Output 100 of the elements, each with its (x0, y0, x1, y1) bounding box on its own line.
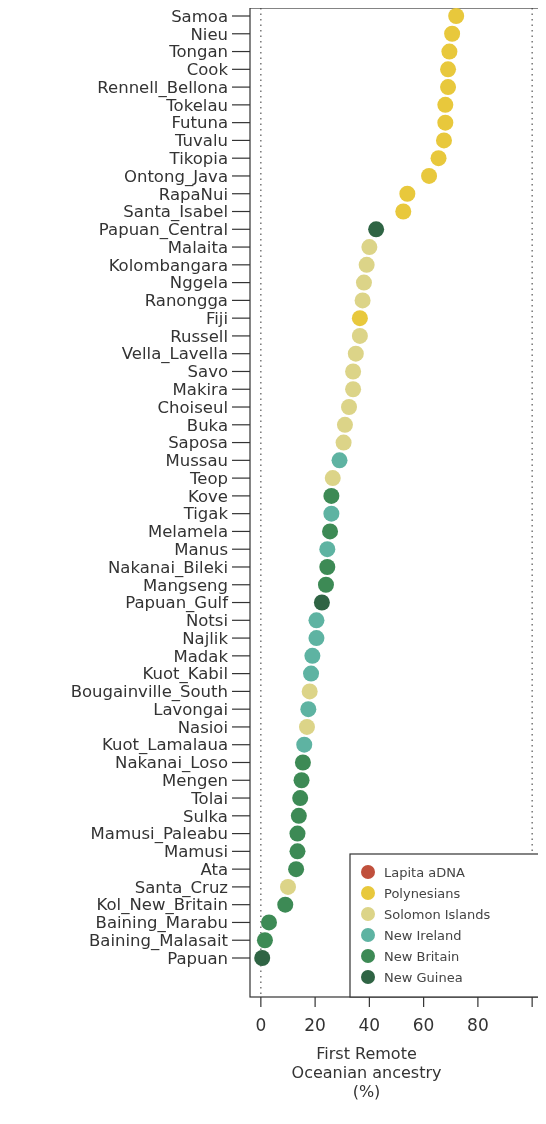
legend-label: Lapita aDNA (384, 864, 465, 880)
point (440, 79, 457, 96)
point (254, 950, 271, 966)
y-tick-label: Santa_Isabel (123, 202, 228, 223)
y-tick-label: Santa_Cruz (134, 877, 228, 898)
point (256, 932, 273, 949)
y-tick-label: Tolai (190, 788, 228, 808)
legend-label: New Guinea (384, 969, 463, 985)
y-tick-label: Mamusi (163, 842, 228, 862)
point (437, 96, 454, 113)
point (341, 399, 358, 415)
point (296, 736, 313, 753)
point (303, 665, 320, 682)
point (277, 896, 294, 913)
y-tick-label: Tokelau (165, 95, 228, 115)
y-tick-label: Buka (186, 415, 228, 435)
y-tick-label: Mangseng (143, 575, 228, 595)
legend-label: New Ireland (384, 927, 462, 943)
point (322, 523, 339, 540)
point (289, 825, 306, 842)
point (319, 559, 336, 575)
point (395, 203, 412, 220)
point (448, 8, 465, 24)
point (444, 25, 461, 42)
point (345, 381, 362, 398)
y-tick-label: Papuan (167, 948, 228, 968)
y-tick-label: Tikopia (168, 148, 228, 168)
y-tick-label: Kuot_Kabil (142, 664, 228, 685)
x-tick-label: 0 (255, 1015, 267, 1035)
y-tick-label: Sulka (183, 806, 228, 826)
y-tick-label: Manus (174, 539, 228, 559)
point (300, 701, 317, 718)
point (308, 612, 325, 629)
y-tick-label: Tigak (182, 504, 229, 524)
y-tick-label: Teop (189, 468, 228, 488)
point (361, 239, 378, 256)
point (345, 363, 362, 380)
point (430, 150, 447, 167)
y-tick-label: Kuot_Lamalaua (101, 735, 228, 756)
point (399, 185, 416, 202)
y-tick-label: Mengen (162, 771, 228, 791)
y-tick-label: Papuan_Gulf (125, 593, 230, 614)
y-tick-label: Rennell_Bellona (97, 77, 228, 98)
y-tick-label: Cook (186, 60, 229, 80)
point (351, 310, 368, 327)
point (279, 878, 296, 895)
x-tick-label: 20 (304, 1015, 326, 1035)
y-tick-label: Madak (173, 646, 229, 666)
point (323, 505, 340, 522)
y-tick-label: Futuna (171, 113, 228, 133)
y-tick-label: Tuvalu (174, 131, 228, 151)
point (351, 327, 368, 344)
point (324, 470, 341, 487)
x-tick-label: 40 (358, 1015, 381, 1035)
point (355, 274, 372, 291)
y-tick-label: Baining_Marabu (95, 913, 228, 934)
y-tick-label: Nggela (169, 273, 228, 293)
point (289, 843, 306, 860)
point (435, 132, 452, 149)
x-tick-label: 80 (467, 1015, 489, 1035)
point (421, 167, 438, 184)
y-tick-label: Samoa (171, 6, 228, 26)
y-tick-label: Vella_Lavella (121, 344, 228, 365)
point (354, 292, 371, 309)
y-tick-label: Kol_New_Britain (96, 895, 228, 916)
point (294, 754, 311, 771)
y-tick-label: Mussau (165, 451, 228, 471)
y-tick-label: Kolombangara (108, 255, 228, 275)
y-tick-label: Russell (170, 326, 228, 346)
point (437, 114, 454, 131)
x-tick-label: 60 (412, 1015, 435, 1035)
y-tick-label: Kove (187, 486, 228, 506)
x-axis-title: First Remote Oceanian ancestry (%) (291, 1044, 442, 1101)
legend-label: Polynesians (384, 885, 461, 901)
point (440, 61, 457, 78)
y-tick-label: Choiseul (157, 397, 228, 417)
y-tick-label: Ontong_Java (123, 166, 228, 187)
point (308, 630, 325, 647)
point (290, 807, 307, 824)
point (358, 256, 375, 273)
point (288, 861, 305, 878)
point (335, 434, 352, 451)
point (293, 772, 310, 789)
y-tick-label: Saposa (168, 433, 228, 453)
y-tick-label: Ranongga (144, 291, 228, 311)
y-tick-label: Baining_Malasait (88, 931, 229, 951)
point (323, 487, 340, 504)
y-tick-label: Savo (187, 362, 228, 382)
point (319, 541, 336, 558)
point (441, 43, 458, 60)
point (317, 576, 334, 593)
y-tick-label: Tongan (168, 42, 228, 62)
y-tick-label: Makira (172, 380, 228, 400)
y-tick-label: Nakanai_Loso (115, 753, 228, 774)
y-tick-label: Ata (200, 859, 228, 879)
point (260, 914, 277, 931)
y-tick-label: Nieu (190, 24, 228, 44)
y-tick-label: Fiji (205, 308, 228, 328)
y-tick-label: Najlik (182, 628, 229, 648)
legend-label: New Britain (384, 948, 460, 964)
